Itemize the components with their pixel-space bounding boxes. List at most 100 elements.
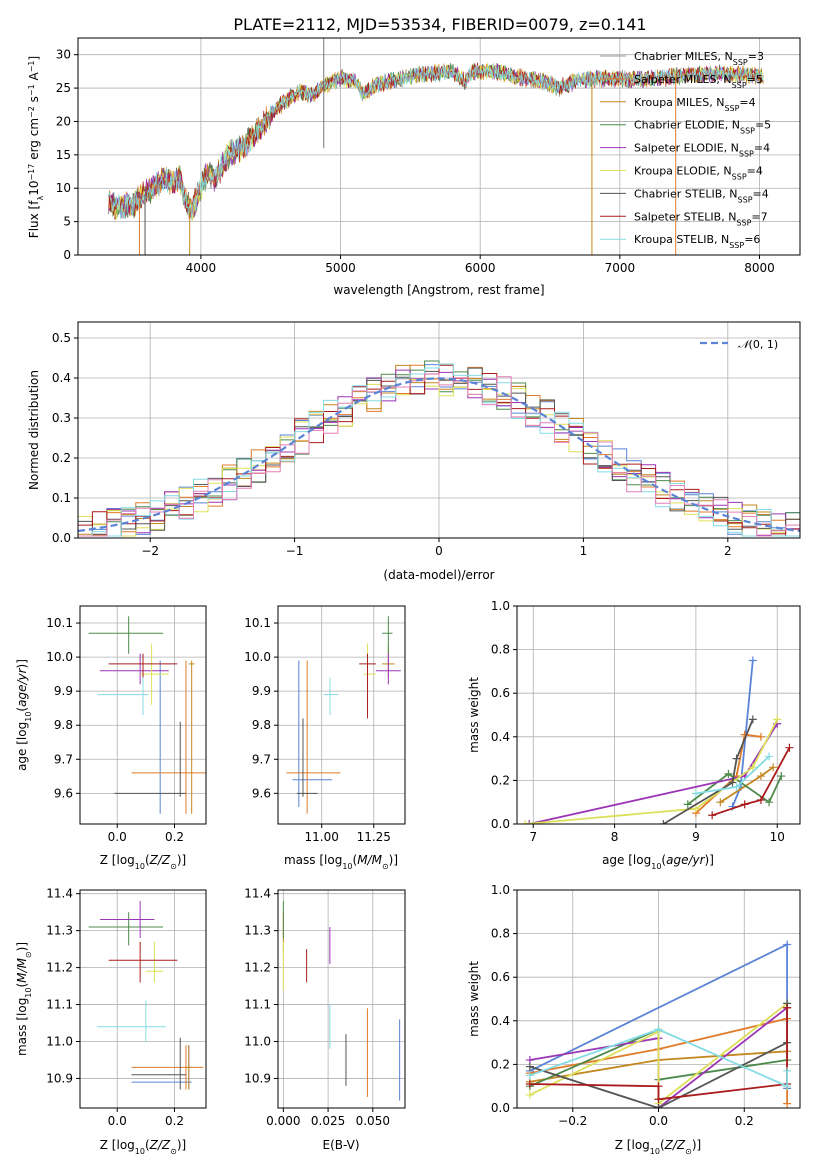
mass-ebv-panel-frame <box>277 889 406 1109</box>
weight-line <box>529 723 778 824</box>
y-tick-label: 0.2 <box>491 773 510 787</box>
weight-marker <box>728 778 737 787</box>
x-tick-label: 7000 <box>605 261 636 275</box>
figure-title: PLATE=2112, MJD=53534, FIBERID=0079, z=0… <box>233 15 646 34</box>
y-tick-label: 10.9 <box>46 1071 73 1085</box>
age-z-xlabel: Z [log10(Z/Z⊙)] <box>100 853 186 871</box>
spectrum-legend: Chabrier MILES, NSSP=3 Salpeter MILES, NS… <box>600 50 771 250</box>
spectrum-xlabel: wavelength [Angstrom, rest frame] <box>333 283 544 297</box>
weight-marker <box>724 769 733 778</box>
weight-marker <box>765 798 774 807</box>
legend-label: Salpeter STELIB, NSSP=7 <box>634 210 768 227</box>
y-tick-label: 10 <box>56 181 71 195</box>
y-tick-label: 10.0 <box>244 650 271 664</box>
weight-marker <box>756 772 765 781</box>
x-tick-label: 4000 <box>186 261 217 275</box>
mass-ebv-panel-axes: 0.000 0.025 0.050 10.9 11.0 11.1 11.2 11.3 11.4 <box>244 887 405 1128</box>
y-tick-label: 20 <box>56 114 71 128</box>
y-tick-label: 9.6 <box>252 786 271 800</box>
weight-marker <box>773 715 782 724</box>
y-tick-label: 30 <box>56 48 71 62</box>
y-tick-label: 0.2 <box>491 1057 510 1071</box>
x-tick-label: 0 <box>435 544 443 558</box>
y-tick-label: 0.0 <box>491 1101 510 1115</box>
x-tick-label: 1 <box>580 544 588 558</box>
x-tick-label: 0.000 <box>266 1114 300 1128</box>
y-tick-label: 11.3 <box>244 924 271 938</box>
weight-marker <box>783 1066 792 1075</box>
spectrum-panel-frame <box>77 37 801 256</box>
x-tick-label: 8 <box>611 830 619 844</box>
residuals-ylabel: Normed distribution <box>27 370 41 490</box>
mass-z-ylabel: mass [log10(M/M⊙)] <box>15 942 33 1056</box>
y-tick-label: 11.3 <box>46 924 73 938</box>
weight-line <box>695 755 770 795</box>
y-tick-label: 9.7 <box>252 752 271 766</box>
weight-marker <box>525 1062 534 1071</box>
weight-marker <box>654 1082 663 1091</box>
y-tick-label: 9.9 <box>54 684 73 698</box>
x-tick-label: −0.2 <box>558 1114 587 1128</box>
legend-label: Salpeter MILES, NSSP=5 <box>634 73 763 90</box>
weight-marker <box>654 1104 663 1108</box>
y-tick-label: 0.4 <box>491 1014 510 1028</box>
age-mass-panel-content <box>286 616 401 814</box>
age-z-panel-axes: 0.0 0.2 9.6 9.7 9.8 9.9 10.0 10.1 <box>46 606 206 844</box>
x-tick-label: 9 <box>692 830 700 844</box>
weight-marker <box>769 763 778 772</box>
weight-line <box>525 718 779 824</box>
x-tick-label: 6000 <box>465 261 496 275</box>
age-mass-xlabel: mass [log10(M/M⊙)] <box>284 853 398 871</box>
legend-label: Kroupa STELIB, NSSP=6 <box>634 233 760 250</box>
x-tick-label: −2 <box>141 544 159 558</box>
y-tick-label: 11.2 <box>244 961 271 975</box>
residuals-panel-frame <box>77 321 801 539</box>
y-tick-label: 9.6 <box>54 786 73 800</box>
age-z-ylabel: age [log10(age/yr)] <box>15 659 33 771</box>
x-tick-label: 0.0 <box>649 1114 668 1128</box>
y-tick-label: 11.2 <box>46 961 73 975</box>
weight-marker <box>691 804 700 813</box>
y-tick-label: 0.3 <box>52 411 71 425</box>
mw-age-panel-content <box>521 656 794 824</box>
spectrum-ylabel: Flux [fλ10−17 erg cm−2 s−1 A−1] <box>27 56 45 238</box>
mw-age-xlabel: age [log10(age/yr)] <box>602 853 714 871</box>
weight-marker <box>783 1082 792 1091</box>
mw-z-ylabel: mass weight <box>467 961 481 1037</box>
weight-marker <box>783 940 792 949</box>
mw-z-panel-frame <box>516 889 801 1109</box>
y-tick-label: 0.0 <box>491 817 510 831</box>
legend-label: Chabrier ELODIE, NSSP=5 <box>634 119 771 136</box>
histogram-step <box>78 360 800 537</box>
weight-line <box>529 1028 788 1088</box>
weight-marker <box>785 743 794 752</box>
y-tick-label: 10.1 <box>244 616 271 630</box>
y-tick-label: 0.8 <box>491 643 510 657</box>
y-tick-label: 0.6 <box>491 970 510 984</box>
y-tick-label: 5 <box>63 215 71 229</box>
x-tick-label: −1 <box>286 544 304 558</box>
y-tick-label: 0.6 <box>491 686 510 700</box>
y-tick-label: 11.0 <box>244 1034 271 1048</box>
legend-label: Kroupa MILES, NSSP=4 <box>634 96 756 113</box>
weight-marker <box>525 820 534 824</box>
y-tick-label: 0.8 <box>491 927 510 941</box>
y-tick-label: 10.1 <box>46 616 73 630</box>
weight-line <box>529 1002 788 1106</box>
legend-label: Kroupa ELODIE, NSSP=4 <box>634 165 763 182</box>
weight-marker <box>756 796 765 805</box>
weight-marker <box>654 1025 663 1034</box>
y-tick-label: 11.1 <box>46 998 73 1012</box>
mass-ebv-xlabel: E(B-V) <box>322 1138 359 1152</box>
legend-label: Chabrier STELIB, NSSP=4 <box>634 187 769 204</box>
weight-marker <box>756 732 765 741</box>
weight-marker <box>525 1071 534 1080</box>
x-tick-label: 11.00 <box>305 830 339 844</box>
y-tick-label: 9.8 <box>252 718 271 732</box>
y-tick-label: 0 <box>63 248 71 262</box>
weight-marker <box>525 1090 534 1099</box>
x-tick-label: 0.0 <box>108 1114 127 1128</box>
mw-z-panel-content <box>525 940 792 1108</box>
x-tick-label: 0.050 <box>356 1114 390 1128</box>
age-z-panel-frame <box>79 605 207 825</box>
